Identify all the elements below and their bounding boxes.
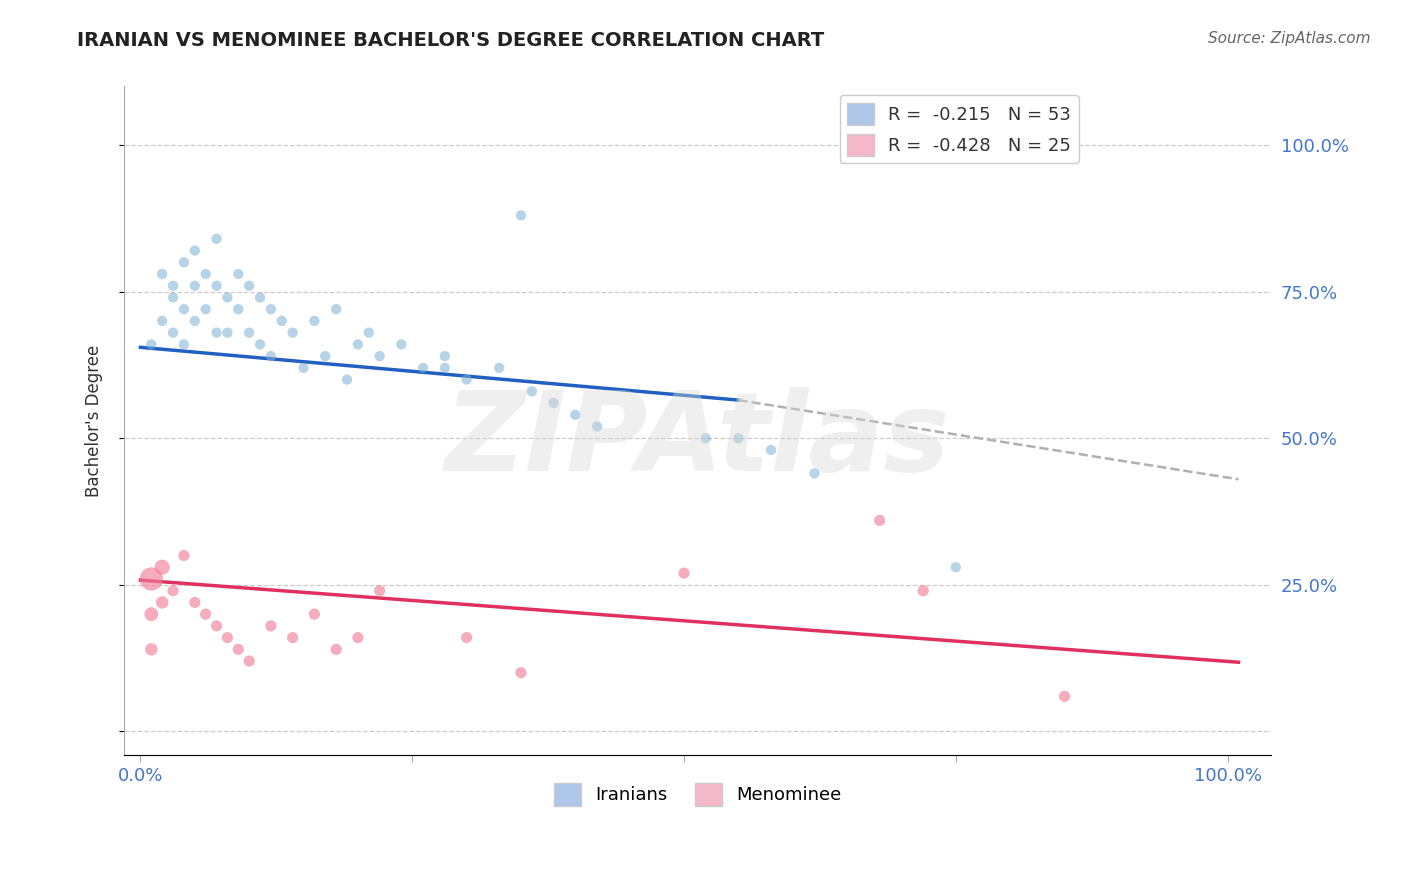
Point <box>249 290 271 304</box>
Point <box>433 360 456 375</box>
Point <box>695 431 717 445</box>
Point <box>456 373 478 387</box>
Point <box>173 549 195 563</box>
Point <box>325 642 347 657</box>
Point <box>510 208 533 222</box>
Point <box>564 408 586 422</box>
Point <box>543 396 565 410</box>
Legend: Iranians, Menominee: Iranians, Menominee <box>547 776 849 813</box>
Point <box>238 654 260 668</box>
Point <box>162 290 184 304</box>
Point <box>141 642 163 657</box>
Point <box>412 360 434 375</box>
Point <box>304 607 326 622</box>
Point <box>150 560 173 574</box>
Point <box>510 665 533 680</box>
Point <box>586 419 609 434</box>
Point <box>945 560 967 574</box>
Point <box>184 244 207 258</box>
Point <box>150 314 173 328</box>
Point <box>205 278 228 293</box>
Point <box>226 642 249 657</box>
Point <box>281 631 304 645</box>
Point <box>281 326 304 340</box>
Point <box>194 302 217 317</box>
Point <box>194 607 217 622</box>
Point <box>205 232 228 246</box>
Point <box>759 442 782 457</box>
Point <box>325 302 347 317</box>
Y-axis label: Bachelor's Degree: Bachelor's Degree <box>86 344 103 497</box>
Point <box>727 431 749 445</box>
Point <box>184 595 207 609</box>
Point <box>162 326 184 340</box>
Point <box>260 302 283 317</box>
Text: ZIPAtlas: ZIPAtlas <box>444 387 950 494</box>
Point <box>336 373 359 387</box>
Point <box>217 631 239 645</box>
Point <box>488 360 510 375</box>
Point <box>238 326 260 340</box>
Point <box>205 326 228 340</box>
Point <box>173 337 195 351</box>
Point <box>520 384 543 399</box>
Point <box>347 337 370 351</box>
Point <box>347 631 370 645</box>
Point <box>238 278 260 293</box>
Point <box>162 278 184 293</box>
Point <box>184 314 207 328</box>
Point <box>673 566 696 580</box>
Point <box>456 631 478 645</box>
Point <box>260 349 283 363</box>
Point <box>270 314 292 328</box>
Point <box>141 337 163 351</box>
Point <box>368 583 391 598</box>
Point <box>184 278 207 293</box>
Point <box>314 349 336 363</box>
Point <box>162 583 184 598</box>
Point <box>217 326 239 340</box>
Point <box>205 619 228 633</box>
Point <box>173 302 195 317</box>
Point <box>357 326 380 340</box>
Point <box>150 595 173 609</box>
Point <box>292 360 315 375</box>
Point <box>226 302 249 317</box>
Point <box>217 290 239 304</box>
Point <box>1053 690 1076 704</box>
Point <box>173 255 195 269</box>
Text: IRANIAN VS MENOMINEE BACHELOR'S DEGREE CORRELATION CHART: IRANIAN VS MENOMINEE BACHELOR'S DEGREE C… <box>77 31 824 50</box>
Point <box>226 267 249 281</box>
Point <box>869 513 891 527</box>
Point <box>912 583 935 598</box>
Point <box>141 572 163 586</box>
Point <box>368 349 391 363</box>
Point <box>249 337 271 351</box>
Point <box>194 267 217 281</box>
Point <box>141 607 163 622</box>
Point <box>304 314 326 328</box>
Text: Source: ZipAtlas.com: Source: ZipAtlas.com <box>1208 31 1371 46</box>
Point <box>433 349 456 363</box>
Point <box>389 337 412 351</box>
Point <box>260 619 283 633</box>
Point <box>803 467 825 481</box>
Point <box>150 267 173 281</box>
